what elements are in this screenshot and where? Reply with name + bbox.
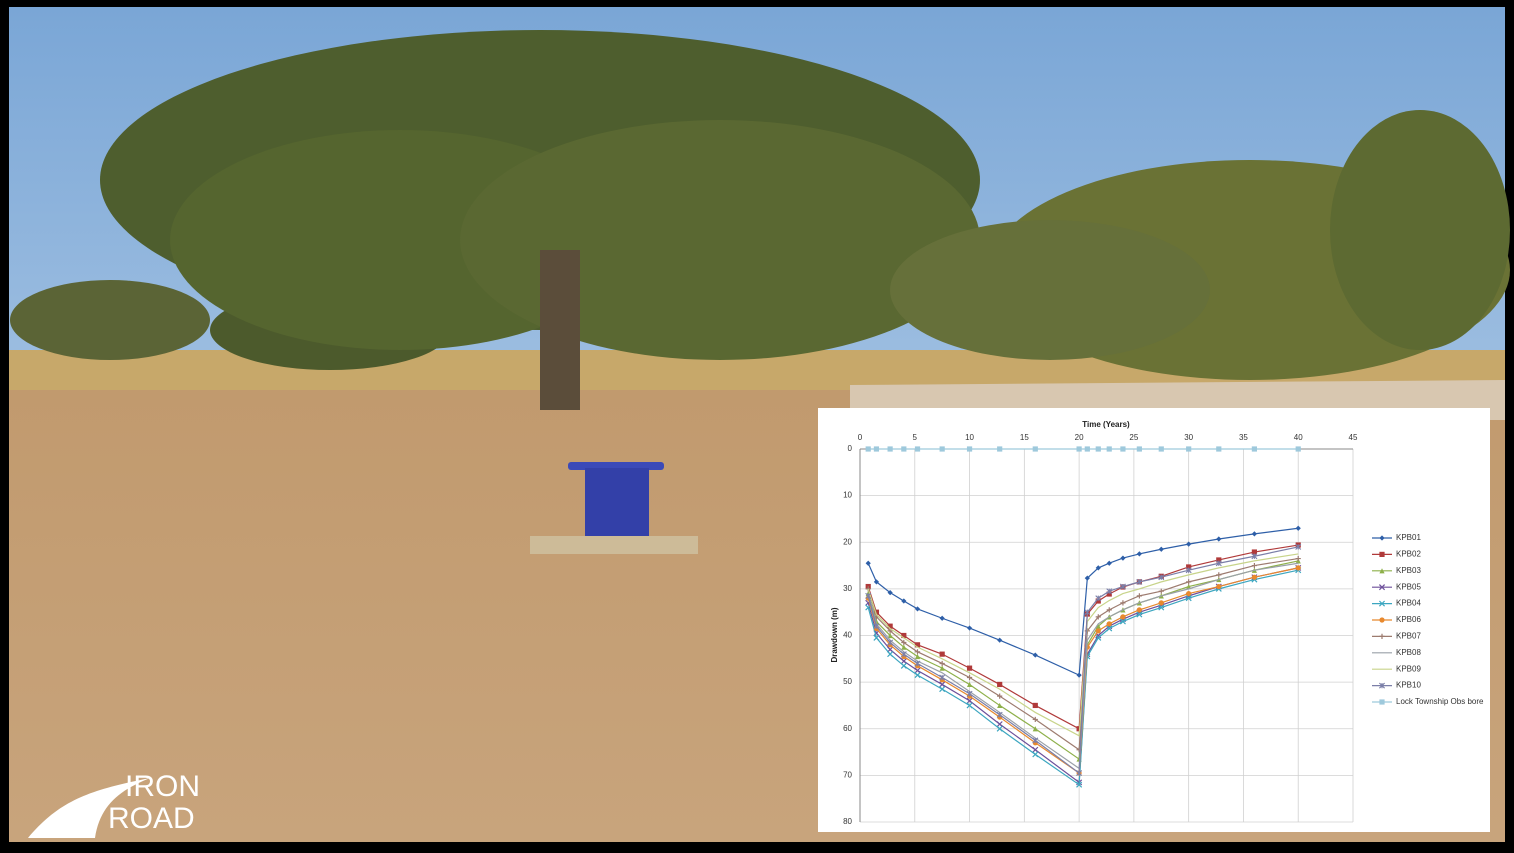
y-tick-label: 20 bbox=[843, 537, 852, 546]
screen: IRON ROAD Time (Years) Drawdown (m) 0 5 10… bbox=[0, 0, 1514, 848]
marker bbox=[1252, 446, 1257, 451]
legend-label: KPB03 bbox=[1396, 566, 1421, 575]
y-tick-label: 10 bbox=[843, 491, 852, 500]
x-tick-label: 15 bbox=[1020, 433, 1029, 442]
marker bbox=[967, 446, 972, 451]
marker bbox=[1033, 703, 1038, 708]
legend-label: KPB08 bbox=[1396, 648, 1421, 657]
y-tick-label: 50 bbox=[843, 677, 852, 686]
legend-label: KPB06 bbox=[1396, 615, 1421, 624]
marker bbox=[940, 446, 945, 451]
marker bbox=[1137, 446, 1142, 451]
marker bbox=[1186, 446, 1191, 451]
x-axis-title: Time (Years) bbox=[1082, 420, 1130, 429]
x-tick-label: 45 bbox=[1349, 433, 1358, 442]
x-tick-label: 5 bbox=[913, 433, 918, 442]
marker bbox=[1107, 446, 1112, 451]
marker bbox=[1096, 446, 1101, 451]
y-tick-label: 40 bbox=[843, 631, 852, 640]
marker bbox=[967, 666, 972, 671]
y-tick-label: 70 bbox=[843, 770, 852, 779]
x-tick-label: 0 bbox=[858, 433, 863, 442]
marker bbox=[1159, 600, 1164, 605]
x-tick-label: 10 bbox=[965, 433, 974, 442]
legend-label: Lock Township Obs bore bbox=[1396, 697, 1484, 706]
legend-label: KPB04 bbox=[1396, 599, 1421, 608]
legend-label: KPB02 bbox=[1396, 550, 1421, 559]
marker bbox=[1216, 446, 1221, 451]
legend-label: KPB07 bbox=[1396, 632, 1421, 641]
y-axis-title: Drawdown (m) bbox=[830, 607, 839, 662]
marker bbox=[1033, 446, 1038, 451]
marker bbox=[1216, 584, 1221, 589]
x-tick-label: 25 bbox=[1129, 433, 1138, 442]
marker bbox=[1186, 591, 1191, 596]
marker bbox=[1085, 446, 1090, 451]
legend-label: KPB01 bbox=[1396, 533, 1421, 542]
marker bbox=[866, 446, 871, 451]
legend-label: KPB05 bbox=[1396, 582, 1421, 591]
legend-label: KPB09 bbox=[1396, 664, 1421, 673]
marker bbox=[1120, 614, 1125, 619]
marker bbox=[1379, 617, 1384, 622]
y-tick-label: 30 bbox=[843, 584, 852, 593]
x-tick-label: 30 bbox=[1184, 433, 1193, 442]
marker bbox=[1296, 446, 1301, 451]
marker bbox=[1107, 621, 1112, 626]
marker bbox=[888, 446, 893, 451]
x-tick-label: 40 bbox=[1294, 433, 1303, 442]
marker bbox=[1159, 446, 1164, 451]
marker bbox=[1096, 628, 1101, 633]
marker bbox=[1296, 565, 1301, 570]
marker bbox=[874, 446, 879, 451]
marker bbox=[1379, 699, 1384, 704]
marker bbox=[1379, 552, 1384, 557]
y-tick-label: 60 bbox=[843, 724, 852, 733]
x-tick-label: 35 bbox=[1239, 433, 1248, 442]
page: IRON ROAD Time (Years) Drawdown (m) 0 5 10… bbox=[0, 0, 1514, 848]
y-tick-label: 80 bbox=[843, 817, 852, 826]
marker bbox=[997, 682, 1002, 687]
logo-text: ROAD bbox=[108, 802, 195, 835]
marker bbox=[1120, 446, 1125, 451]
marker bbox=[901, 446, 906, 451]
x-tick-label: 20 bbox=[1075, 433, 1084, 442]
logo-text: IRON bbox=[125, 770, 200, 803]
marker bbox=[940, 652, 945, 657]
marker bbox=[1077, 446, 1082, 451]
marker bbox=[915, 446, 920, 451]
marker bbox=[1137, 607, 1142, 612]
marker bbox=[997, 446, 1002, 451]
legend-label: KPB10 bbox=[1396, 681, 1421, 690]
y-tick-label: 0 bbox=[848, 444, 853, 453]
marker bbox=[1252, 575, 1257, 580]
